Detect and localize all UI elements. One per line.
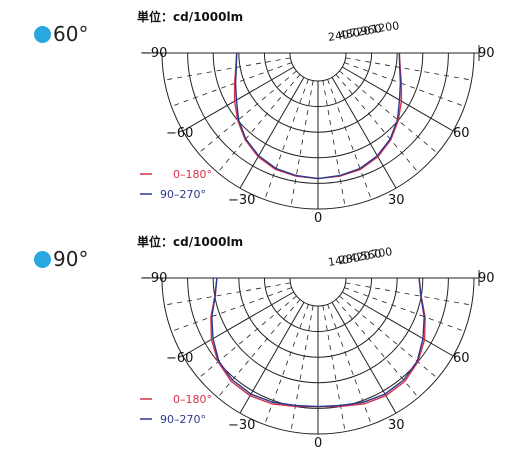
radial-tick-label: 420 [349,249,372,265]
polar-spoke-dashed [290,80,314,207]
polar-spoke-dashed [339,70,438,154]
radial-tick-label: 1200 [371,19,401,36]
angle-label: −30 [228,193,255,208]
angle-label: 90 [478,271,495,286]
unit-label: 単位：cd/1000lm [137,234,243,249]
unit-label: 単位：cd/1000lm [137,9,243,24]
polar-spoke-dashed [322,305,346,432]
radial-tick-label: 140 [327,253,350,269]
polar-spoke-dashed [335,299,419,398]
polar-spoke-dashed [345,57,472,81]
angle-label: 90 [478,46,495,61]
angle-label: 60 [453,351,470,366]
polar-spoke-dashed [344,287,465,332]
polar-spoke-dashed [327,79,372,200]
angle-label: −30 [228,418,255,433]
beam-angle-badge: 60° [34,22,88,46]
radial-tick-label: 720 [349,24,372,40]
angle-label: −90 [140,46,167,61]
polar-grid [148,45,480,210]
polar-spoke-dashed [217,74,301,173]
legend-label: 0–180° [173,168,212,181]
angle-label: −60 [166,351,193,366]
polar-spoke-dashed [198,70,297,154]
chart-panel-60: 60° 単位：cd/1000lm 240 480 720 960 1200 −90 90 −60… [34,9,495,225]
radial-tick-label: 700 [371,245,394,261]
radial-tick-label: 480 [338,26,361,42]
polar-spoke [331,76,397,189]
polar-spoke-dashed [198,295,297,379]
polar-spoke [341,291,454,357]
radial-tick-label: 240 [327,28,350,44]
legend-label: 90–270° [160,188,206,201]
beam-angle-badge: 90° [34,247,88,271]
polar-spoke-dashed [344,62,465,107]
polar-spoke-dashed [290,305,314,432]
polar-spoke-dashed [264,79,309,200]
legend-label: 90–270° [160,413,206,426]
polar-spoke-dashed [171,62,292,107]
polar-spoke-dashed [345,282,472,306]
bullet-dot-icon [34,25,51,43]
polar-spoke-dashed [164,282,291,306]
polar-spoke [182,291,295,357]
polar-spoke-dashed [164,57,291,81]
bullet-dot-icon [34,250,51,268]
radial-tick-label: 280 [338,251,361,267]
polar-spoke [239,76,305,189]
angle-label: −90 [140,271,167,286]
angle-label: 60 [453,126,470,141]
angle-label: 0 [314,211,322,225]
polar-spoke-dashed [335,74,419,173]
series-line [234,52,402,180]
polar-spoke [341,66,454,132]
beam-angle-label: 60° [53,22,89,46]
radial-tick-label: 560 [360,247,383,263]
angle-label: 30 [388,193,405,208]
angle-label: 30 [388,418,405,433]
polar-spoke-dashed [339,295,438,379]
radial-tick-label: 960 [360,22,383,38]
polar-spoke-dashed [322,80,346,207]
polar-grid [148,270,480,435]
angle-label: −60 [166,126,193,141]
legend-label: 0–180° [173,393,212,406]
polar-spoke-dashed [327,304,372,425]
polar-spoke-dashed [171,287,292,332]
angle-label: 0 [314,436,322,450]
chart-panel-90: 90° 単位：cd/1000lm 140 280 420 560 700 −90 90 −60 6… [0,225,516,450]
polar-spoke-dashed [264,304,309,425]
polar-spoke [182,66,295,132]
beam-angle-label: 90° [53,247,89,271]
series-line [211,277,425,408]
polar-spoke-dashed [217,299,301,398]
